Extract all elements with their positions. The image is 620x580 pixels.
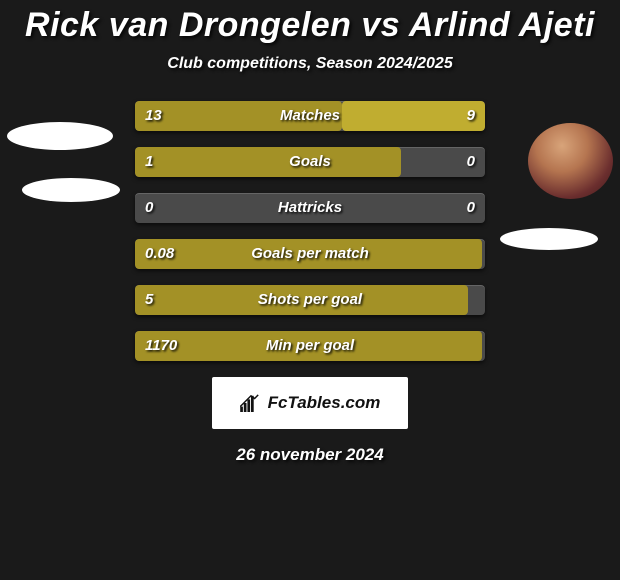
stat-row: 0.08Goals per match [135, 239, 485, 269]
stat-value-right: 0 [467, 147, 475, 177]
stat-row: 10Goals [135, 147, 485, 177]
stat-row: 139Matches [135, 101, 485, 131]
stat-row: 1170Min per goal [135, 331, 485, 361]
subtitle: Club competitions, Season 2024/2025 [0, 55, 620, 73]
stats-list: 139Matches10Goals00Hattricks0.08Goals pe… [135, 101, 485, 361]
stat-value-left: 0 [145, 193, 153, 223]
player1-flag [22, 178, 120, 202]
stat-row: 5Shots per goal [135, 285, 485, 315]
date-label: 26 november 2024 [0, 445, 620, 465]
bar-right [342, 101, 486, 131]
bar-left [135, 285, 468, 315]
attribution-text: FcTables.com [268, 393, 381, 413]
player2-flag [500, 228, 598, 250]
player2-avatar [528, 123, 613, 199]
bar-left [135, 331, 482, 361]
stat-value-right: 0 [467, 193, 475, 223]
comparison-card: Rick van Drongelen vs Arlind Ajeti Club … [0, 0, 620, 580]
logo-icon [240, 394, 262, 412]
stat-row: 0 0Hattricks [135, 193, 485, 223]
attribution-badge: FcTables.com [212, 377, 408, 429]
bar-left [135, 239, 482, 269]
player1-avatar [7, 122, 113, 150]
bar-left [135, 101, 342, 131]
bar-left [135, 147, 401, 177]
page-title: Rick van Drongelen vs Arlind Ajeti [0, 6, 620, 45]
stat-label: Hattricks [135, 193, 485, 223]
